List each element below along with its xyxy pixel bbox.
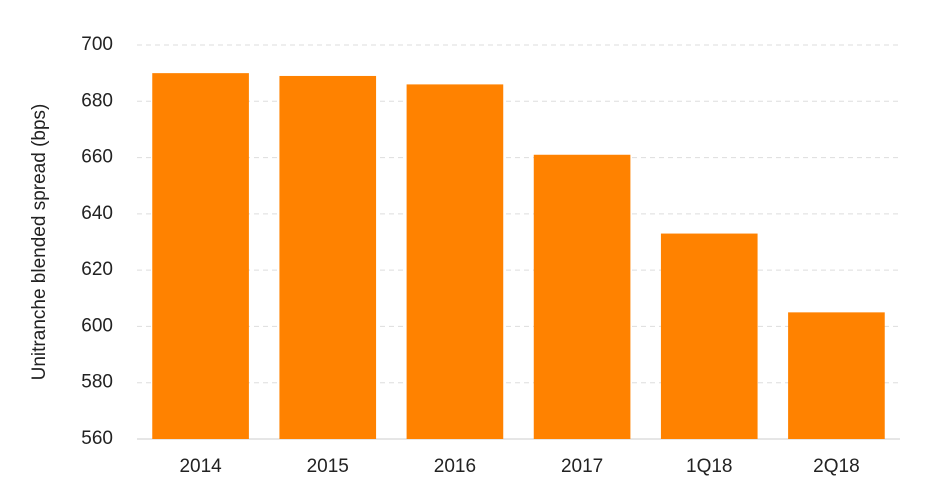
bar	[406, 84, 504, 440]
y-tick-label: 640	[81, 203, 113, 224]
y-axis-label: Unitranche blended spread (bps)	[29, 104, 50, 381]
y-tick-label: 620	[81, 259, 113, 280]
bar	[279, 75, 377, 439]
x-tick-label: 2014	[179, 456, 222, 477]
x-tick-label: 2016	[434, 456, 476, 477]
x-tick-label: 2015	[307, 456, 349, 477]
y-tick-label: 580	[81, 372, 113, 393]
x-tick-label: 1Q18	[686, 456, 732, 477]
x-tick-label: 2017	[561, 456, 603, 477]
y-tick-label: 560	[81, 428, 113, 449]
bar	[152, 73, 249, 440]
y-tick-label: 680	[81, 90, 113, 111]
bar	[788, 312, 885, 439]
x-tick-label: 2Q18	[813, 456, 859, 477]
y-tick-label: 660	[81, 147, 113, 168]
bar	[660, 233, 758, 439]
y-tick-label: 600	[81, 315, 113, 336]
y-tick-label: 700	[81, 34, 113, 55]
bar	[533, 154, 631, 439]
